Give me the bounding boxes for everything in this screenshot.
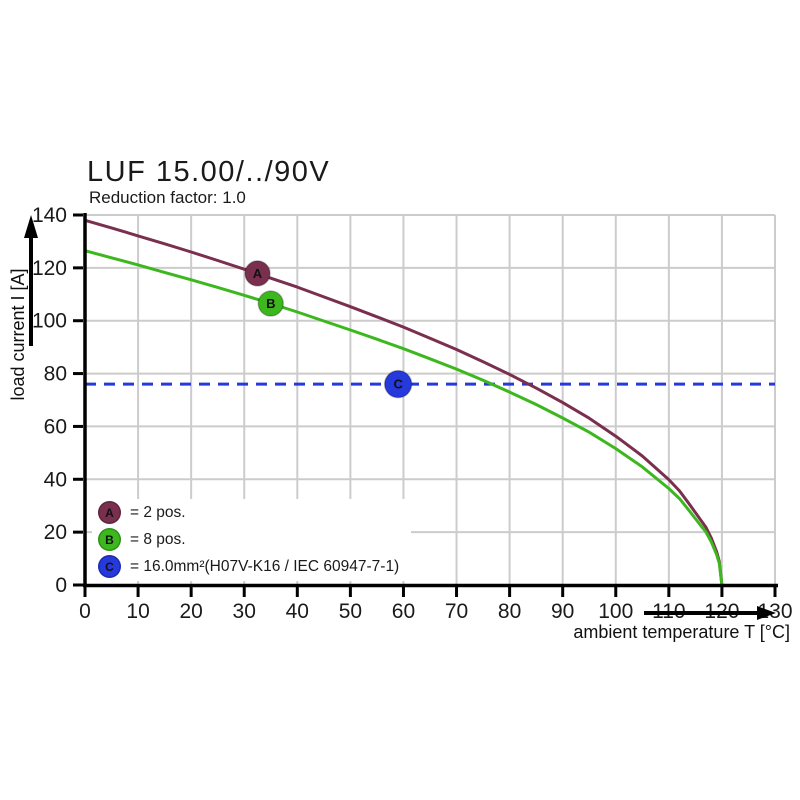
- y-tick-label-20: 20: [44, 521, 67, 544]
- curve-B: [83, 249, 724, 587]
- y-tick-label-0: 0: [55, 574, 67, 597]
- x-axis-label: ambient temperature T [°C]: [573, 622, 790, 642]
- y-tick-label-60: 60: [44, 415, 67, 438]
- x-tick-label-60: 60: [392, 600, 415, 623]
- x-tick-label-0: 0: [79, 600, 91, 623]
- legend-label-b: = 8 pos.: [130, 530, 186, 548]
- y-axis-label: load current I [A]: [8, 268, 28, 401]
- chart-subtitle: Reduction factor: 1.0: [89, 188, 246, 207]
- x-tick-label-80: 80: [498, 600, 521, 623]
- x-tick-label-50: 50: [339, 600, 362, 623]
- legend-marker-b-icon: B: [98, 528, 121, 551]
- marker-C: [383, 369, 413, 399]
- x-tick-label-40: 40: [286, 600, 309, 623]
- x-tick-label-100: 100: [598, 600, 633, 623]
- x-tick-label-30: 30: [233, 600, 256, 623]
- marker-C-letter: C: [393, 377, 403, 392]
- x-tick-label-70: 70: [445, 600, 468, 623]
- y-axis-arrow-icon: [24, 215, 38, 238]
- legend-marker-b-letter: B: [105, 532, 114, 547]
- x-axis-arrow-icon: [757, 606, 776, 620]
- y-tick-label-140: 140: [32, 204, 67, 227]
- chart-title: LUF 15.00/../90V: [87, 156, 331, 188]
- marker-A: [244, 260, 271, 287]
- x-tick-label-10: 10: [126, 600, 149, 623]
- legend-label-c: = 16.0mm²(H07V-K16 / IEC 60947-7-1): [130, 557, 400, 575]
- y-tick-label-120: 120: [32, 257, 67, 280]
- x-tick-label-130: 130: [757, 600, 792, 623]
- marker-B-letter: B: [266, 296, 275, 311]
- marker-A-letter: A: [253, 266, 263, 281]
- legend-item-a: A = 2 pos.: [98, 501, 399, 524]
- legend-item-b: B = 8 pos.: [98, 528, 399, 551]
- legend-marker-c-icon: C: [98, 555, 121, 578]
- y-tick-label-40: 40: [44, 468, 67, 491]
- marker-B: [257, 290, 285, 317]
- legend-marker-c-letter: C: [105, 559, 114, 574]
- y-tick-label-80: 80: [44, 363, 67, 386]
- curve-A: [83, 218, 724, 587]
- legend-label-a: = 2 pos.: [130, 503, 186, 521]
- legend-marker-a-letter: A: [105, 505, 114, 520]
- legend: A = 2 pos. B = 8 pos. C = 16.0mm²(H07V-K…: [92, 499, 412, 581]
- x-tick-label-20: 20: [179, 600, 202, 623]
- legend-marker-a-icon: A: [98, 501, 121, 524]
- legend-item-c: C = 16.0mm²(H07V-K16 / IEC 60947-7-1): [98, 555, 399, 578]
- x-tick-label-90: 90: [551, 600, 574, 623]
- y-tick-label-100: 100: [32, 310, 67, 333]
